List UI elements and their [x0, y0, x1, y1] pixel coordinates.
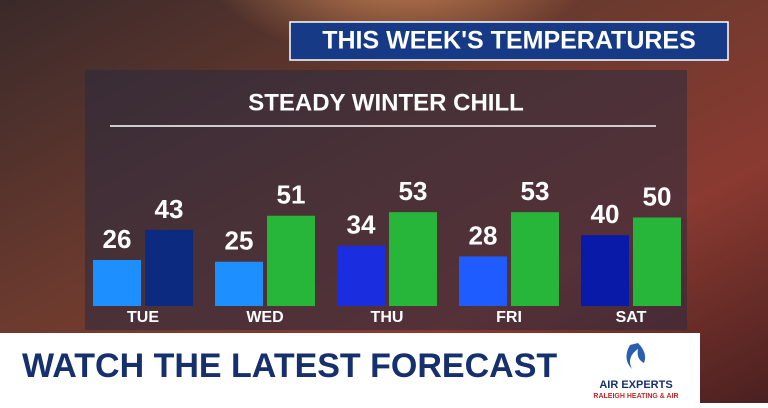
- bar: [511, 212, 559, 306]
- data-label: 25: [225, 226, 254, 256]
- sponsor-logo: [626, 343, 646, 369]
- bar: [145, 229, 193, 306]
- bar: [337, 245, 385, 306]
- bar: [93, 259, 141, 306]
- data-label: 34: [347, 210, 376, 240]
- bar: [581, 235, 629, 306]
- data-label: 40: [591, 199, 620, 229]
- bar: [633, 217, 681, 306]
- x-tick-label: WED: [246, 309, 283, 326]
- sponsor-tagline: RALEIGH HEATING & AIR: [593, 393, 678, 400]
- x-tick-label: FRI: [496, 309, 522, 326]
- x-tick-label: THU: [371, 309, 404, 326]
- x-tick-label: TUE: [127, 309, 159, 326]
- footer-text: WATCH THE LATEST FORECAST: [22, 347, 557, 385]
- bar: [215, 261, 263, 306]
- banner: THIS WEEK'S TEMPERATURES: [322, 27, 696, 55]
- data-label: 26: [103, 224, 132, 254]
- bar: [459, 256, 507, 306]
- data-label: 53: [521, 176, 550, 206]
- bar: [267, 215, 315, 306]
- data-label: 43: [155, 194, 184, 224]
- data-label: 28: [469, 220, 498, 250]
- data-label: 50: [643, 181, 672, 211]
- bar: [389, 212, 437, 306]
- chart-title: STEADY WINTER CHILL: [248, 89, 524, 116]
- footer-band: [0, 333, 700, 403]
- data-label: 53: [399, 176, 428, 206]
- banner-box: [289, 21, 729, 61]
- sponsor-name: AIR EXPERTS: [599, 379, 672, 391]
- data-label: 51: [277, 180, 306, 210]
- x-tick-label: SAT: [616, 309, 647, 326]
